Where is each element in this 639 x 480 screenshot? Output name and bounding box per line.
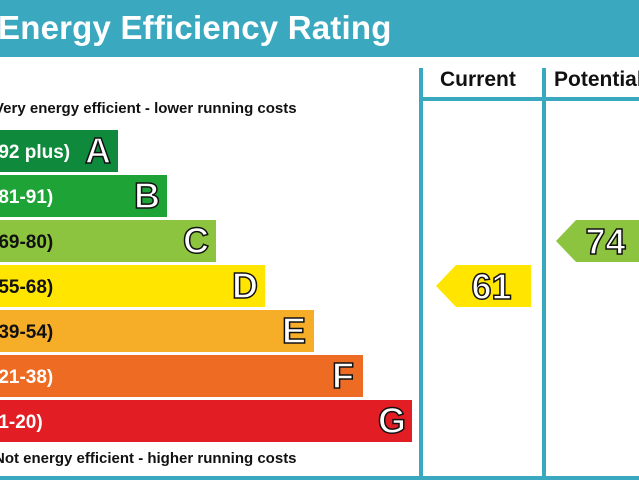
band-bar-d <box>0 265 265 307</box>
band-range-d: (55-68) <box>0 277 53 298</box>
potential-rating-arrow <box>556 220 639 262</box>
band-letter-c: C <box>183 220 209 261</box>
potential-rating-value: 74 <box>585 221 625 262</box>
band-range-g: (1-20) <box>0 412 43 433</box>
bottom-caption: Not energy efficient - higher running co… <box>0 450 297 467</box>
top-caption: Very energy efficient - lower running co… <box>0 100 297 117</box>
band-letter-d: D <box>232 265 258 306</box>
band-bar-c <box>0 220 216 262</box>
band-range-f: (21-38) <box>0 367 53 388</box>
band-bar-g <box>0 400 412 442</box>
current-rating-arrow <box>436 265 531 307</box>
band-letter-b: B <box>134 175 160 216</box>
band-range-b: (81-91) <box>0 187 53 208</box>
title-bar: Energy Efficiency Rating <box>0 0 639 57</box>
band-bar-e <box>0 310 314 352</box>
band-bar-b <box>0 175 167 217</box>
band-range-a: (92 plus) <box>0 142 70 163</box>
band-bar-f <box>0 355 363 397</box>
current-rating-value: 61 <box>471 266 511 307</box>
band-letter-a: A <box>85 130 111 171</box>
potential-column-header: Potential <box>554 68 639 91</box>
band-letter-e: E <box>282 310 306 351</box>
chart-title: Energy Efficiency Rating <box>0 9 392 46</box>
band-range-e: (39-54) <box>0 322 53 343</box>
band-letter-g: G <box>378 400 406 441</box>
current-column-header: Current <box>440 68 516 91</box>
band-letter-f: F <box>332 355 354 396</box>
band-bar-a <box>0 130 118 172</box>
band-range-c: (69-80) <box>0 232 53 253</box>
